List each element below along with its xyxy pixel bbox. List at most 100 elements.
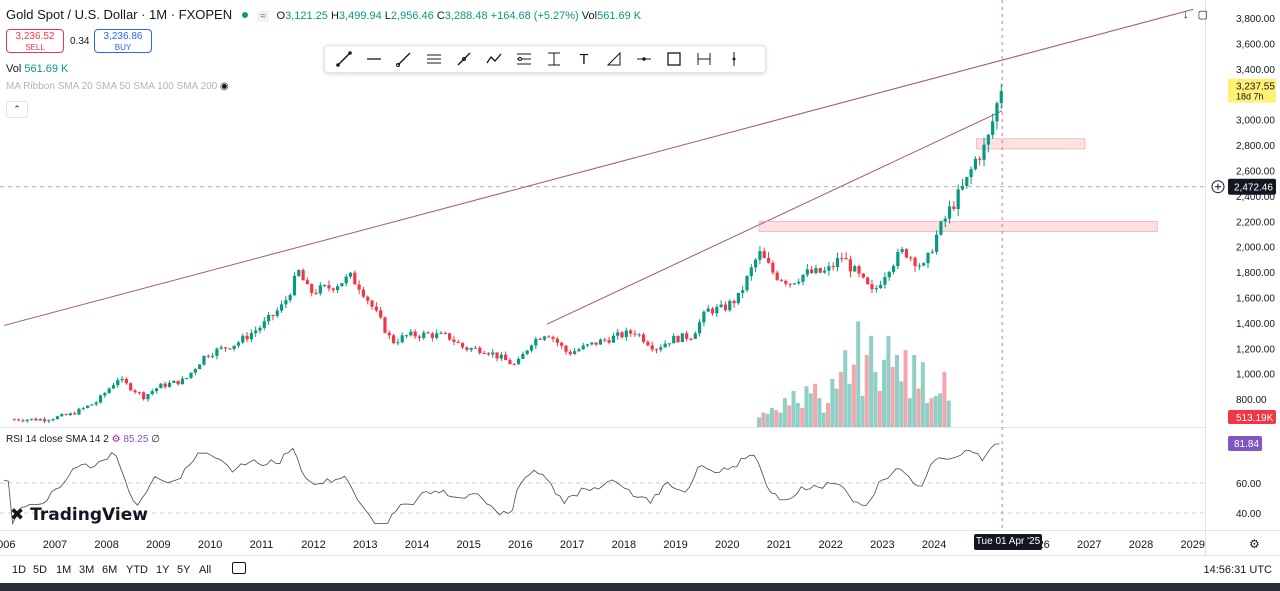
ma-ribbon-legend[interactable]: MA Ribbon SMA 20 SMA 50 SMA 100 SMA 200 … <box>6 81 229 92</box>
volume-bar <box>942 371 947 427</box>
vertical-line-icon[interactable] <box>725 50 743 68</box>
horizontal-ray-icon[interactable] <box>635 50 653 68</box>
candle-body <box>460 342 465 348</box>
tradingview-wordmark: TradingView <box>30 505 148 525</box>
candle-body <box>98 395 103 403</box>
candle-body <box>400 335 404 343</box>
gear-icon[interactable]: ⚙ <box>1249 537 1260 551</box>
path-icon[interactable] <box>455 50 473 68</box>
timeframe-button-6m[interactable]: 6M <box>102 564 118 576</box>
candle-body <box>560 342 564 346</box>
candle-body <box>185 377 189 379</box>
fullscreen-icon[interactable]: ▢ <box>1197 9 1209 21</box>
buy-button[interactable]: 3,236.86 BUY <box>94 29 152 53</box>
brush-icon[interactable] <box>605 50 623 68</box>
candle-body <box>142 392 146 400</box>
resistance-zone <box>758 220 1158 232</box>
candle-body <box>857 266 861 274</box>
candle-body <box>495 352 499 359</box>
volume-value-label: 513.19K <box>1236 413 1274 424</box>
candle-body <box>297 270 301 276</box>
timeframe-button-ytd[interactable]: YTD <box>126 564 148 576</box>
volume-bar <box>920 362 925 427</box>
clock-utc[interactable]: 14:56:31 UTC <box>1203 564 1272 576</box>
volume-bar <box>769 407 774 427</box>
candle-body <box>697 322 702 334</box>
sell-button[interactable]: 3,236.52 SELL <box>6 29 64 53</box>
candle-body <box>792 283 797 285</box>
rsi-legend[interactable]: RSI 14 close SMA 14 2 ⚙ 85.25 ∅ <box>6 434 160 445</box>
timeframe-button-all[interactable]: All <box>199 564 212 576</box>
candle-body <box>176 380 180 385</box>
calendar-icon[interactable] <box>232 562 246 574</box>
candle-body <box>534 338 538 346</box>
candle-body <box>577 349 581 352</box>
candle-body <box>154 388 159 392</box>
volume-bar <box>877 391 882 427</box>
candle-body <box>870 284 874 290</box>
price-tick-label: 3,000.00 <box>1236 116 1275 127</box>
candle-body <box>422 332 426 338</box>
buy-price: 3,236.86 <box>103 31 143 42</box>
candle-body <box>60 414 64 417</box>
candle-body <box>499 354 503 359</box>
add-alert-icon <box>1211 180 1225 194</box>
year-tick-label: 2014 <box>405 539 429 551</box>
candle-body <box>413 331 417 337</box>
candle-body <box>236 342 241 346</box>
rectangle-icon[interactable] <box>665 50 683 68</box>
rsi-indicator-icon[interactable]: ⚙ <box>111 434 121 445</box>
year-tick-label: 2007 <box>43 539 67 551</box>
symbol-title[interactable]: Gold Spot / U.S. Dollar · 1M · FXOPEN <box>6 7 233 22</box>
timeframe-button-1d[interactable]: 1D <box>12 564 27 576</box>
price-tick-label: 1,200.00 <box>1236 344 1275 355</box>
timeframe-button-1m[interactable]: 1M <box>56 564 72 576</box>
candle-body <box>34 418 38 421</box>
candle-body <box>262 321 266 328</box>
price-tick-label: 2,800.00 <box>1236 141 1275 152</box>
candle-body <box>629 330 633 334</box>
candle-body <box>891 266 896 272</box>
timeframe-button-3m[interactable]: 3M <box>79 564 95 576</box>
volume-bar <box>856 321 861 427</box>
candle-body <box>904 249 909 258</box>
candle-body <box>366 296 370 301</box>
candle-body <box>728 300 732 311</box>
tradingview-logo[interactable]: ✖︎ TradingView <box>10 505 148 525</box>
candle-body <box>732 300 736 304</box>
date-range-icon[interactable] <box>695 50 713 68</box>
rsi-line <box>3 443 1000 525</box>
collapse-legend-button[interactable]: ⌃ <box>6 101 28 118</box>
candle-body <box>689 338 693 340</box>
volume-legend[interactable]: Vol 561.69 K <box>6 63 69 75</box>
candle-body <box>741 290 745 293</box>
text-icon[interactable]: T <box>579 50 589 68</box>
candle-body <box>482 353 486 355</box>
timeframe-button-1y[interactable]: 1Y <box>156 564 170 576</box>
candle-body <box>672 335 676 344</box>
horizontal-line-icon[interactable] <box>365 50 383 68</box>
timeframe-button-5y[interactable]: 5Y <box>177 564 191 576</box>
candle-body <box>17 419 21 421</box>
ray-icon[interactable] <box>395 50 413 68</box>
candle-body <box>340 283 344 287</box>
volume-bar <box>787 405 792 427</box>
polyline-icon[interactable] <box>485 50 503 68</box>
volume-bar <box>765 413 770 427</box>
candle-body <box>137 392 141 394</box>
price-range-icon[interactable] <box>545 50 563 68</box>
trendline-icon[interactable] <box>335 50 353 68</box>
candle-body <box>167 382 172 387</box>
timeframe-button-5d[interactable]: 5D <box>33 564 48 576</box>
candle-body <box>788 283 792 285</box>
eye-icon[interactable]: ◉ <box>220 81 229 92</box>
fib-icon[interactable] <box>515 50 533 68</box>
candle-body <box>223 347 228 349</box>
price-tick-label: 1,600.00 <box>1236 293 1275 304</box>
candle-body <box>370 300 374 307</box>
candle-body <box>620 332 624 338</box>
arrow-down-icon[interactable]: ↓ <box>1183 9 1189 21</box>
candle-body <box>90 404 94 406</box>
parallel-channel-icon[interactable] <box>425 50 443 68</box>
